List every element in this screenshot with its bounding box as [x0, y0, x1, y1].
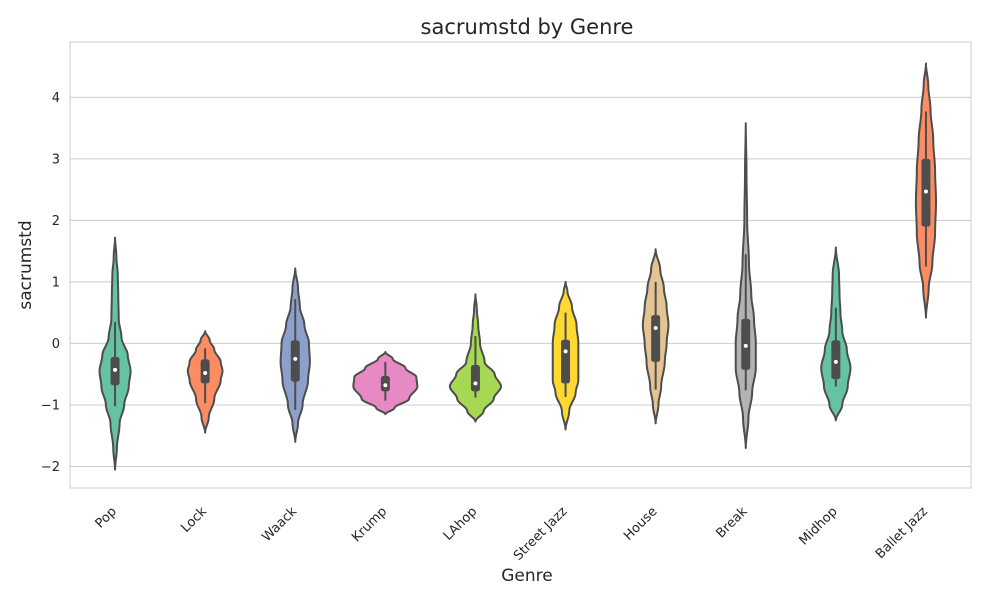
- y-tick-label: 2: [52, 214, 60, 229]
- violin-midhop: [820, 246, 852, 422]
- violin-street-jazz: [551, 280, 580, 431]
- violins: [98, 62, 937, 471]
- violin-median: [563, 349, 568, 354]
- violin-lock: [186, 330, 224, 434]
- violin-median: [203, 370, 208, 375]
- violin-lahop: [448, 293, 503, 423]
- violin-median: [653, 326, 658, 331]
- chart-title: sacrumstd by Genre: [421, 15, 634, 39]
- x-tick-labels: Pop Lock Waack Krump LAhop Street Jazz House Br…: [93, 504, 931, 564]
- x-axis-label: Genre: [501, 566, 552, 586]
- violin-iqr-box: [651, 315, 661, 362]
- x-tick-label: LAhop: [441, 504, 481, 544]
- violin-median: [113, 367, 118, 372]
- y-gridlines: [70, 96, 971, 467]
- x-tick-label: Street Jazz: [511, 504, 571, 564]
- violin-median: [293, 356, 298, 361]
- x-tick-label: Midhop: [796, 504, 840, 548]
- x-tick-label: Krump: [349, 504, 390, 545]
- y-tick-label: 4: [52, 91, 60, 106]
- y-tick-label: 3: [52, 152, 60, 167]
- x-tick-label: Pop: [93, 504, 120, 531]
- violin-median: [833, 359, 838, 364]
- y-tick-label: −1: [41, 398, 60, 413]
- violin-median: [383, 383, 388, 388]
- violin-iqr-box: [831, 340, 841, 380]
- violin-median: [473, 381, 478, 386]
- y-axis-label: sacrumstd: [16, 220, 36, 309]
- violin-iqr-box: [561, 339, 571, 384]
- y-tick-labels: −2 −1 0 1 2 3 4: [41, 91, 60, 475]
- violin-krump: [352, 351, 419, 416]
- violin-house: [641, 248, 670, 425]
- violin-waack: [279, 267, 311, 443]
- violin-iqr-box: [290, 340, 300, 382]
- violin-median: [923, 189, 928, 194]
- x-tick-label: Waack: [259, 504, 300, 545]
- violin-ballet-jazz: [914, 62, 937, 319]
- x-tick-label: Ballet Jazz: [873, 504, 931, 562]
- violin-iqr-box: [470, 364, 480, 392]
- violin-median: [743, 343, 748, 348]
- y-tick-label: 0: [52, 337, 60, 352]
- violin-break: [734, 122, 757, 450]
- x-tick-label: House: [621, 504, 660, 543]
- violin-pop: [98, 236, 132, 471]
- x-tick-label: Lock: [178, 504, 210, 536]
- y-tick-label: 1: [52, 275, 60, 290]
- y-tick-label: −2: [41, 460, 60, 475]
- plot-area: [69, 41, 972, 489]
- x-tick-label: Break: [713, 504, 750, 541]
